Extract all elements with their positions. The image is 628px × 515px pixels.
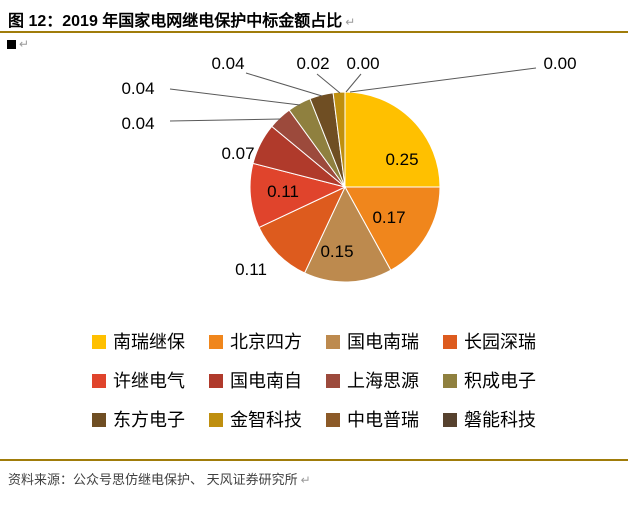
paragraph-mark-icon: ↵ (345, 15, 356, 29)
object-anchor: ↵ (7, 37, 29, 51)
legend-item-磐能科技: 磐能科技 (443, 409, 536, 431)
legend-swatch-icon (326, 413, 340, 427)
pie-label-金智科技: 0.02 (296, 54, 329, 73)
title-rule (0, 31, 628, 33)
legend-label: 积成电子 (464, 371, 536, 391)
legend-item-许继电气: 许继电气 (92, 370, 185, 392)
legend-item-北京四方: 北京四方 (209, 331, 302, 353)
legend-item-积成电子: 积成电子 (443, 370, 536, 392)
legend-swatch-icon (209, 374, 223, 388)
legend-swatch-icon (209, 335, 223, 349)
pie-label-国电南自: 0.07 (221, 144, 254, 163)
legend-label: 东方电子 (113, 410, 185, 430)
legend-item-上海思源: 上海思源 (326, 370, 419, 392)
anchor-square-icon (7, 40, 16, 49)
source-label: 资料来源： (8, 472, 74, 487)
legend-label: 磐能科技 (464, 410, 536, 430)
legend-swatch-icon (443, 374, 457, 388)
legend-label: 上海思源 (347, 371, 419, 391)
pie-label-北京四方: 0.17 (372, 208, 405, 227)
figure-header: 图 12：2019 年国家电网继电保护中标金额占比 ↵ (8, 7, 355, 31)
leader-line-积成电子 (169, 88, 301, 106)
legend-label: 许继电气 (113, 371, 185, 391)
legend-swatch-icon (92, 335, 106, 349)
source-text: 公众号思仿继电保护、 天风证券研究所 (73, 472, 298, 487)
legend-item-东方电子: 东方电子 (92, 409, 185, 431)
source-rule (0, 459, 628, 461)
paragraph-mark-icon: ↵ (19, 37, 30, 51)
pie-label-长园深瑞: 0.11 (235, 260, 267, 279)
legend-label: 金智科技 (230, 410, 302, 430)
pie-label-磐能科技: 0.00 (543, 54, 576, 73)
leader-line-金智科技 (316, 73, 341, 94)
legend-row: 许继电气 国电南自 上海思源 积成电子 (0, 370, 628, 392)
legend-label: 南瑞继保 (113, 332, 185, 352)
pie-label-积成电子: 0.04 (121, 79, 154, 98)
pie-label-中电普瑞: 0.00 (346, 54, 379, 73)
legend-swatch-icon (209, 413, 223, 427)
pie-slice-长园深瑞 (258, 185, 347, 274)
legend-label: 国电南瑞 (347, 332, 419, 352)
legend-item-南瑞继保: 南瑞继保 (92, 331, 185, 353)
pie-label-国电南瑞: 0.15 (320, 242, 353, 261)
leader-line-上海思源 (169, 118, 282, 122)
pie-label-东方电子: 0.04 (211, 54, 244, 73)
pie-slice-北京四方 (344, 186, 441, 271)
legend: 南瑞继保 北京四方 国电南瑞 长园深瑞许继电气 国电南自 上海思源 积成电子东方电子 金智科技… (0, 331, 628, 431)
legend-swatch-icon (326, 335, 340, 349)
source-line: 资料来源：公众号思仿继电保护、 天风证券研究所 ↵ (8, 469, 311, 488)
legend-row: 东方电子 金智科技 中电普瑞 磐能科技 (0, 409, 628, 431)
pie-label-许继电气: 0.11 (267, 182, 299, 201)
leader-line-东方电子 (245, 72, 323, 97)
leader-line-中电普瑞 (345, 73, 362, 93)
legend-label: 北京四方 (230, 332, 302, 352)
pie-label-上海思源: 0.04 (121, 114, 154, 133)
pie-slice-南瑞继保 (344, 91, 441, 188)
pie-label-南瑞继保: 0.25 (385, 150, 418, 169)
legend-swatch-icon (92, 374, 106, 388)
legend-swatch-icon (92, 413, 106, 427)
legend-swatch-icon (443, 335, 457, 349)
legend-item-国电南瑞: 国电南瑞 (326, 331, 419, 353)
figure-title: 图 12：2019 年国家电网继电保护中标金额占比 (8, 13, 343, 30)
legend-swatch-icon (443, 413, 457, 427)
legend-label: 中电普瑞 (347, 410, 419, 430)
legend-item-国电南自: 国电南自 (209, 370, 302, 392)
leader-line-磐能科技 (349, 67, 537, 93)
legend-row: 南瑞继保 北京四方 国电南瑞 长园深瑞 (0, 331, 628, 353)
legend-swatch-icon (326, 374, 340, 388)
legend-item-中电普瑞: 中电普瑞 (326, 409, 419, 431)
legend-label: 国电南自 (230, 371, 302, 391)
pie-chart: 0.25 0.17 0.15 0.11 0.11 0.07 0.04 0.04 0.04 0.02… (121, 54, 577, 283)
legend-label: 长园深瑞 (464, 332, 536, 352)
paragraph-mark-icon: ↵ (300, 473, 311, 487)
pie-slice-许继电气 (249, 162, 347, 229)
legend-item-长园深瑞: 长园深瑞 (443, 331, 536, 353)
legend-item-金智科技: 金智科技 (209, 409, 302, 431)
pie-slice-国电南瑞 (303, 185, 392, 283)
